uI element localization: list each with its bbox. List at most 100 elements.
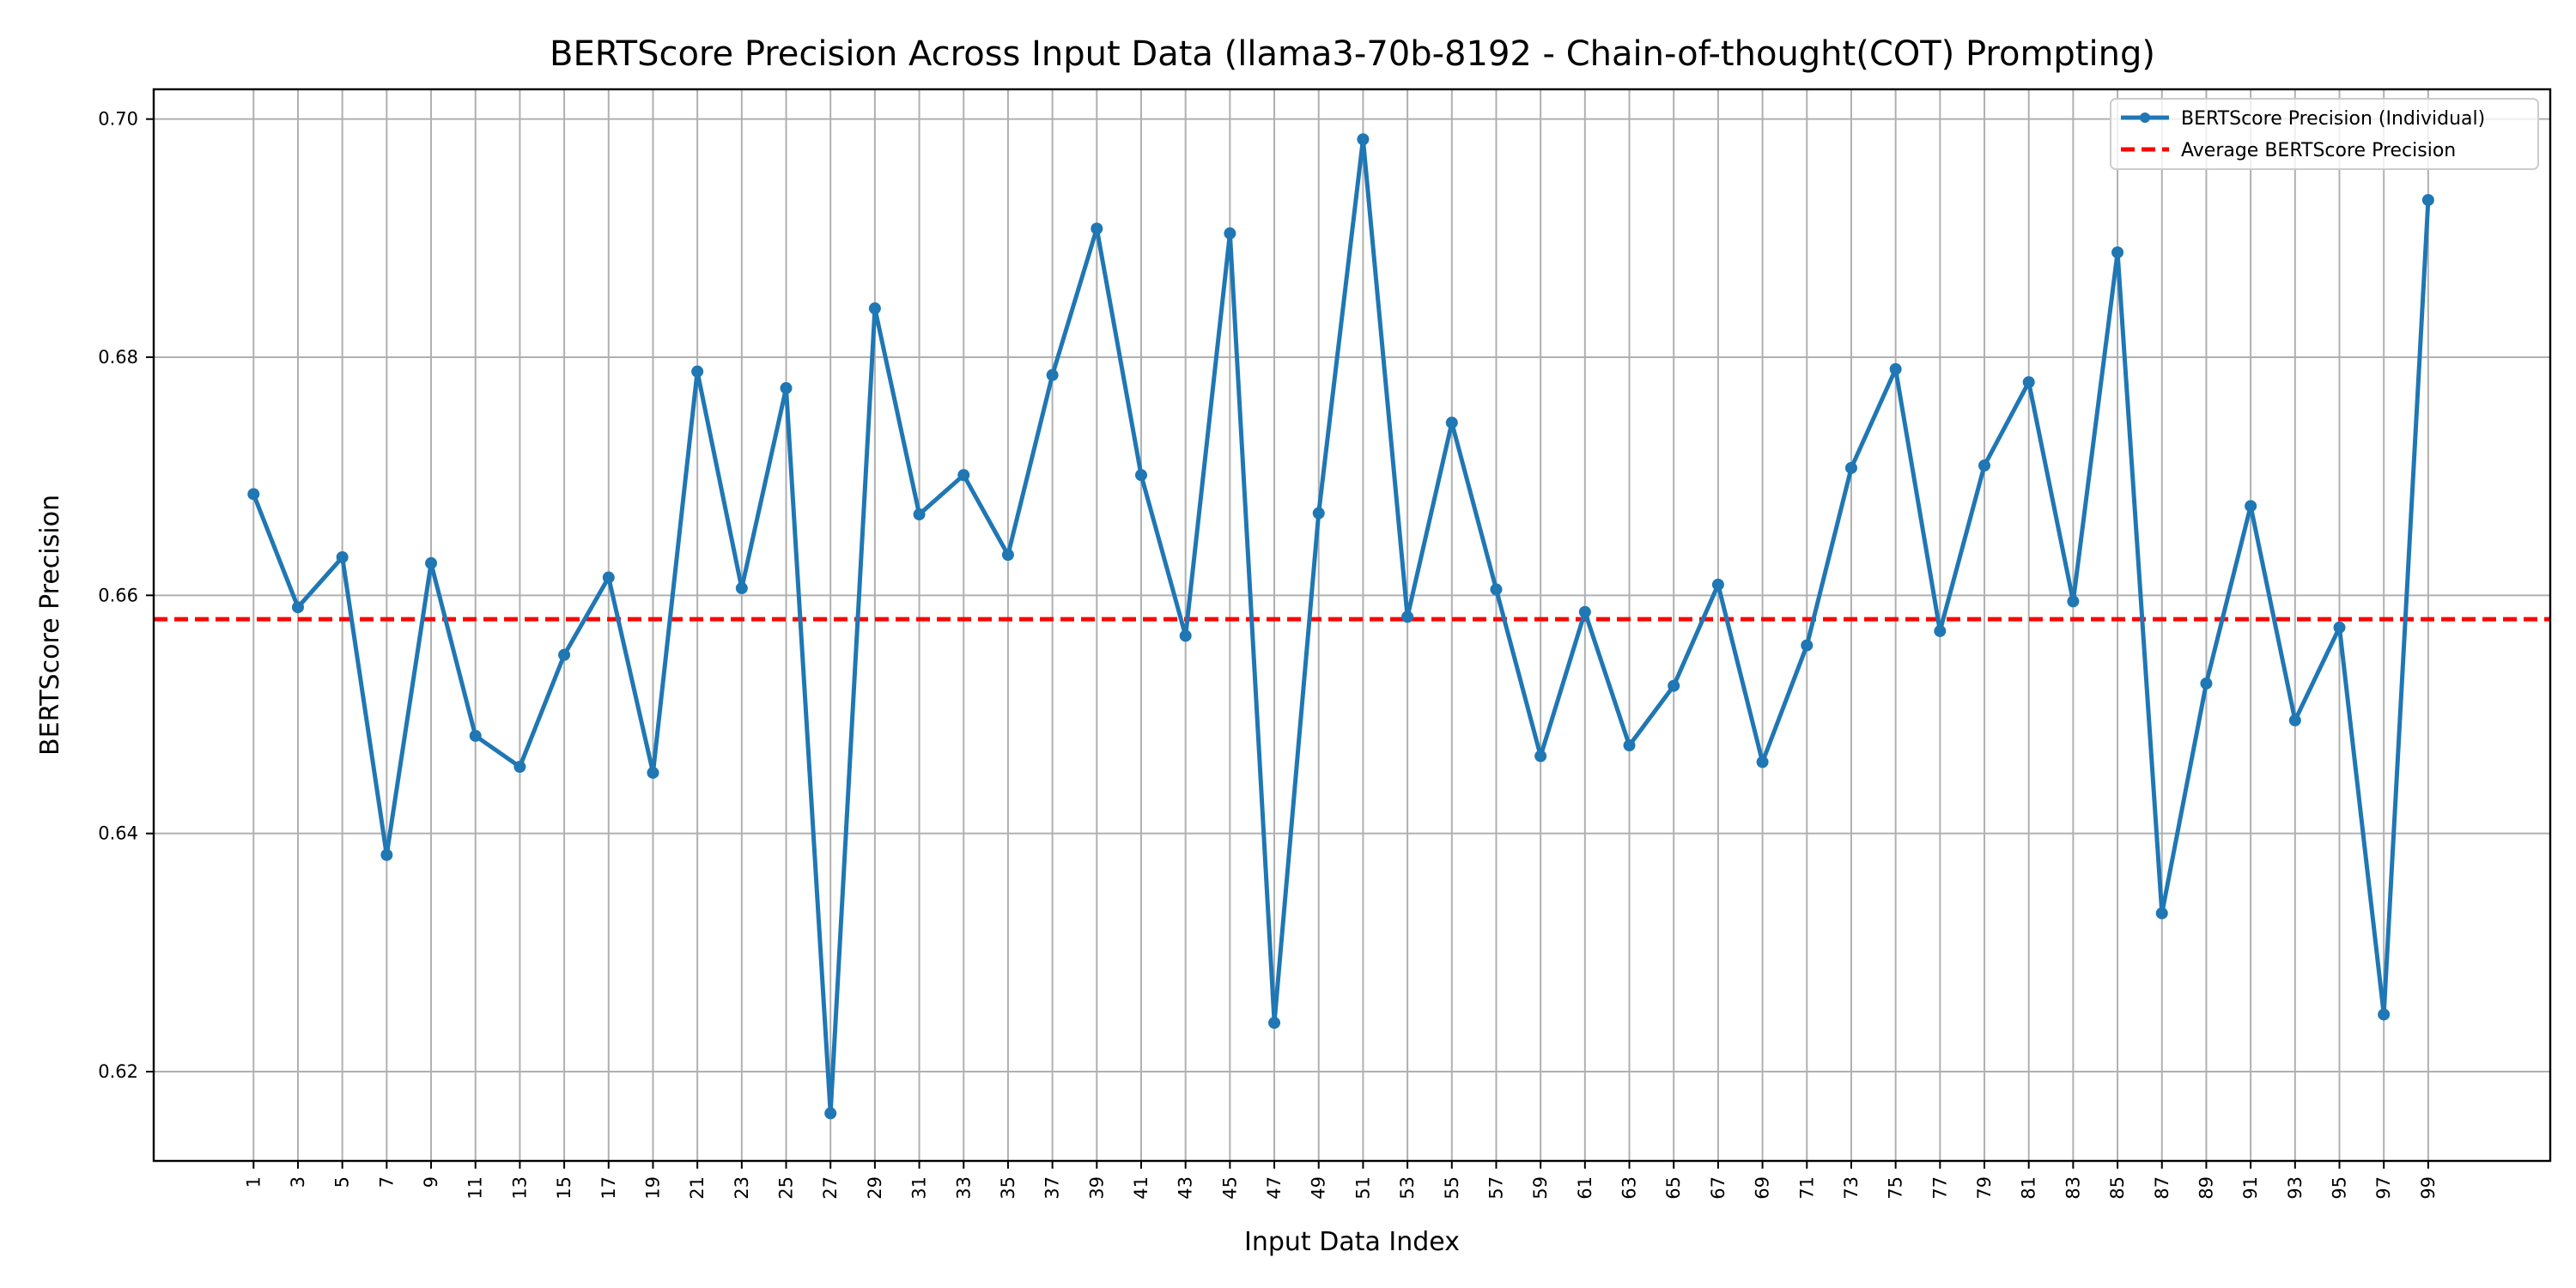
x-tick-label: 63: [1619, 1176, 1640, 1200]
x-tick-label: 37: [1042, 1176, 1063, 1200]
x-tick-label: 53: [1397, 1176, 1418, 1200]
y-tick-label: 0.68: [98, 347, 138, 368]
y-tick-label: 0.70: [98, 109, 138, 130]
data-point: [1934, 624, 1947, 637]
x-tick-label: 85: [2107, 1176, 2128, 1200]
data-point: [1001, 549, 1014, 562]
data-point: [2245, 500, 2257, 513]
x-tick-label: 29: [865, 1176, 885, 1200]
data-point: [2378, 1008, 2391, 1021]
data-point: [1801, 639, 1814, 652]
x-tick-label: 67: [1708, 1176, 1728, 1200]
x-tick-label: 57: [1485, 1176, 1506, 1200]
x-tick-label: 99: [2418, 1176, 2439, 1200]
data-point: [1623, 739, 1636, 752]
data-point: [647, 766, 659, 779]
x-tick-label: 65: [1663, 1176, 1684, 1200]
data-point: [735, 582, 748, 595]
data-point: [957, 469, 970, 482]
data-point: [291, 601, 304, 614]
x-tick-label: 89: [2196, 1176, 2216, 1200]
x-tick-label: 45: [1219, 1176, 1240, 1200]
data-point: [380, 848, 393, 861]
x-tick-label: 81: [2019, 1176, 2039, 1200]
data-point: [336, 550, 349, 563]
x-tick-label: 55: [1442, 1176, 1462, 1200]
x-tick-label: 3: [288, 1176, 308, 1188]
x-tick-label: 17: [598, 1176, 619, 1200]
x-tick-label: 7: [376, 1176, 397, 1188]
data-point: [691, 365, 704, 378]
x-axis-label: Input Data Index: [1244, 1227, 1460, 1257]
x-tick-label: 33: [953, 1176, 974, 1200]
y-tick-label: 0.64: [98, 823, 138, 844]
y-axis: 0.62 0.64 0.66 0.68 0.70: [98, 109, 154, 1082]
data-point: [868, 302, 881, 315]
x-tick-label: 13: [509, 1176, 530, 1200]
data-point: [1534, 750, 1547, 762]
data-point: [1268, 1017, 1281, 1030]
data-points: [247, 133, 2434, 1120]
data-point: [1091, 222, 1103, 235]
x-tick-label: 75: [1886, 1176, 1906, 1200]
grid: [154, 89, 2550, 1161]
x-tick-label: 97: [2373, 1176, 2394, 1200]
data-point: [2155, 907, 2168, 920]
y-axis-label: BERTScore Precision: [35, 495, 65, 756]
x-tick-label: 79: [1974, 1176, 1995, 1200]
x-tick-label: 15: [554, 1176, 574, 1200]
data-point: [1889, 362, 1902, 375]
x-tick-label: 51: [1352, 1176, 1373, 1200]
data-point: [247, 488, 260, 501]
data-point: [824, 1107, 837, 1120]
x-tick-label: 23: [732, 1176, 752, 1200]
data-point: [780, 382, 793, 395]
x-tick-label: 9: [421, 1176, 441, 1188]
x-tick-label: 83: [2063, 1176, 2083, 1200]
x-tick-label: 35: [998, 1176, 1018, 1200]
data-point: [1668, 679, 1680, 692]
legend-label-individual: BERTScore Precision (Individual): [2181, 108, 2485, 130]
x-tick-label: 71: [1796, 1176, 1817, 1200]
x-tick-label: 95: [2329, 1176, 2349, 1200]
x-tick-label: 73: [1841, 1176, 1862, 1200]
data-point: [1445, 416, 1458, 429]
x-tick-label: 61: [1575, 1176, 1595, 1200]
chart-title: BERTScore Precision Across Input Data (l…: [550, 34, 2155, 74]
legend-box: [2110, 98, 2539, 170]
x-axis: 1 3 5 7 9 11 13 15 17 19 21 23 25 27 29 31 33 35 37 39 41 43 4…: [243, 1161, 2439, 1200]
data-point: [1046, 368, 1059, 381]
data-point: [1756, 756, 1769, 769]
x-tick-label: 77: [1929, 1176, 1950, 1200]
x-tick-label: 93: [2285, 1176, 2306, 1200]
data-point: [2200, 677, 2213, 690]
x-tick-label: 43: [1176, 1176, 1196, 1200]
x-tick-label: 41: [1131, 1176, 1151, 1200]
data-point: [425, 556, 438, 569]
data-point: [1357, 133, 1370, 146]
x-tick-label: 49: [1309, 1176, 1329, 1200]
x-tick-label: 25: [776, 1176, 797, 1200]
x-tick-label: 21: [687, 1176, 708, 1200]
data-point: [1312, 507, 1325, 519]
data-point: [602, 571, 615, 584]
data-point: [513, 761, 526, 774]
data-point: [1711, 578, 1724, 591]
data-point: [1134, 469, 1147, 482]
x-tick-label: 59: [1530, 1176, 1551, 1200]
x-tick-label: 87: [2152, 1176, 2172, 1200]
x-tick-label: 47: [1264, 1176, 1285, 1200]
x-tick-label: 31: [909, 1176, 930, 1200]
x-tick-label: 39: [1086, 1176, 1107, 1200]
data-point: [1401, 611, 1414, 623]
y-tick-label: 0.62: [98, 1061, 138, 1082]
x-tick-label: 91: [2240, 1176, 2261, 1200]
data-point: [1490, 583, 1503, 596]
x-tick-label: 1: [243, 1176, 264, 1188]
legend: BERTScore Precision (Individual) Average…: [2110, 98, 2539, 170]
y-tick-label: 0.66: [98, 585, 138, 605]
data-point: [1844, 461, 1857, 474]
data-point: [2022, 376, 2035, 389]
x-tick-label: 19: [642, 1176, 663, 1200]
x-tick-label: 69: [1753, 1176, 1773, 1200]
